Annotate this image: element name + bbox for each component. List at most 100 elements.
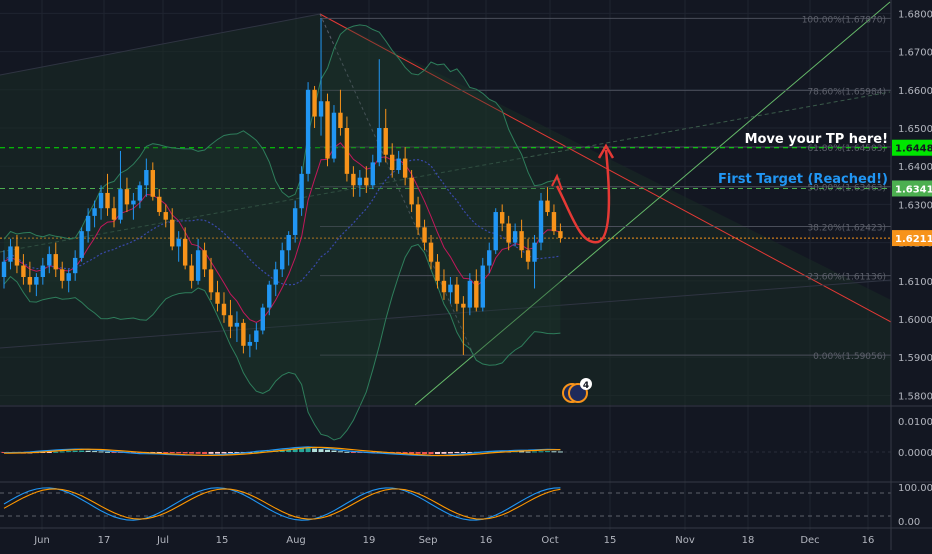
- macd-bar: [92, 451, 98, 453]
- macd-bar: [305, 448, 311, 452]
- time-axis-tick: 15: [604, 535, 617, 546]
- candle-body: [14, 246, 20, 266]
- candle-body: [370, 162, 375, 186]
- event-badge[interactable]: 4: [562, 378, 592, 403]
- candle-body: [538, 200, 544, 243]
- event-badge-count: 4: [583, 381, 589, 391]
- projection-arrow-head: [597, 143, 615, 159]
- candle-body: [512, 231, 518, 243]
- candle-body: [532, 242, 537, 262]
- candle-body: [221, 303, 227, 316]
- macd-bar: [447, 452, 453, 454]
- macd-bar: [189, 452, 195, 454]
- dashed-parallel-line: [0, 91, 891, 253]
- price-axis-tick: 1.60000: [898, 315, 932, 326]
- candle-body: [415, 204, 421, 228]
- candle-body: [344, 127, 350, 174]
- time-axis-tick: 16: [862, 535, 875, 546]
- macd-bar: [538, 451, 544, 453]
- candle-body: [441, 280, 447, 293]
- price-badge-label: 1.62119: [895, 234, 932, 245]
- macd-bar: [182, 452, 188, 454]
- projection-arrow: [555, 149, 611, 244]
- macd-line: [3, 446, 561, 457]
- candle-body: [390, 154, 395, 171]
- macd-bar: [221, 452, 227, 454]
- macd-bar: [312, 448, 318, 452]
- macd-bar: [441, 452, 447, 454]
- candle-body: [254, 330, 259, 342]
- macd-bar: [253, 451, 259, 453]
- time-axis-tick: Jun: [33, 535, 50, 546]
- channel-upper-gray: [0, 13, 321, 76]
- candle-body: [461, 303, 466, 308]
- candle-body: [202, 250, 207, 270]
- macd-bar: [434, 452, 440, 454]
- candle-body: [66, 273, 71, 281]
- macd-bar: [279, 450, 285, 452]
- price-axis-tick: 1.67000: [898, 48, 932, 59]
- fib-level-label: 100.00%(1.67870): [802, 15, 886, 25]
- macd-bar: [519, 451, 525, 453]
- macd-bar: [525, 451, 531, 453]
- price-axis-tick: 1.66000: [898, 86, 932, 97]
- candle-body: [228, 315, 233, 327]
- candle-body: [558, 231, 563, 239]
- candle-body: [144, 170, 149, 186]
- fib-level-label: 61.80%(1.64503): [807, 144, 886, 154]
- time-axis-tick: Jul: [156, 535, 169, 546]
- candle-body: [396, 158, 401, 171]
- macd-bar: [318, 449, 324, 452]
- candle-body: [312, 89, 317, 117]
- candle-body: [79, 231, 84, 258]
- candle-body: [428, 242, 434, 262]
- candle-body: [467, 280, 473, 308]
- time-axis-tick: 17: [98, 535, 111, 546]
- price-axis-tick: 1.65000: [898, 124, 932, 135]
- macd-bar: [85, 450, 91, 452]
- candle-body: [105, 192, 110, 209]
- candle-body: [383, 127, 388, 155]
- price-badge: [892, 180, 932, 197]
- candle-body: [525, 250, 531, 262]
- candle-body: [21, 265, 26, 278]
- projection-arrow-tail: [551, 173, 563, 191]
- macd-bar: [532, 451, 538, 453]
- bollinger-fill: [4, 24, 561, 441]
- stoch-d-line: [3, 488, 561, 520]
- price-axis-tick: 1.61000: [898, 277, 932, 288]
- candle-body: [260, 307, 265, 331]
- macd-bar: [234, 452, 240, 453]
- macd-bar: [422, 452, 428, 454]
- macd-bar: [286, 449, 292, 452]
- candle-body: [150, 170, 156, 197]
- candle-body: [85, 215, 91, 232]
- macd-bar: [105, 451, 111, 453]
- macd-bar: [98, 451, 104, 453]
- candle-body: [305, 89, 311, 174]
- fib-level-label: 78.60%(1.65984): [807, 87, 886, 97]
- macd-bar: [72, 450, 78, 452]
- candle-body: [72, 257, 78, 274]
- macd-bar: [460, 452, 466, 453]
- macd-bar: [208, 452, 214, 454]
- stoch-axis-tick: 100.00: [898, 483, 932, 494]
- drawings: [551, 143, 615, 244]
- time-axis-tick: Sep: [419, 535, 438, 546]
- macd-bar: [557, 451, 563, 453]
- stoch-axis-tick: 0.00: [898, 517, 920, 528]
- time-axis-tick: Dec: [800, 535, 819, 546]
- candle-body: [499, 212, 505, 224]
- horizontal-levels: [0, 147, 891, 239]
- macd-bar: [163, 452, 169, 453]
- candle-body: [493, 212, 498, 251]
- candle-body: [195, 250, 201, 281]
- time-axis-tick: Aug: [286, 535, 306, 546]
- macd-bar: [79, 450, 85, 452]
- macd-bar: [350, 452, 356, 453]
- candle-body: [422, 227, 427, 243]
